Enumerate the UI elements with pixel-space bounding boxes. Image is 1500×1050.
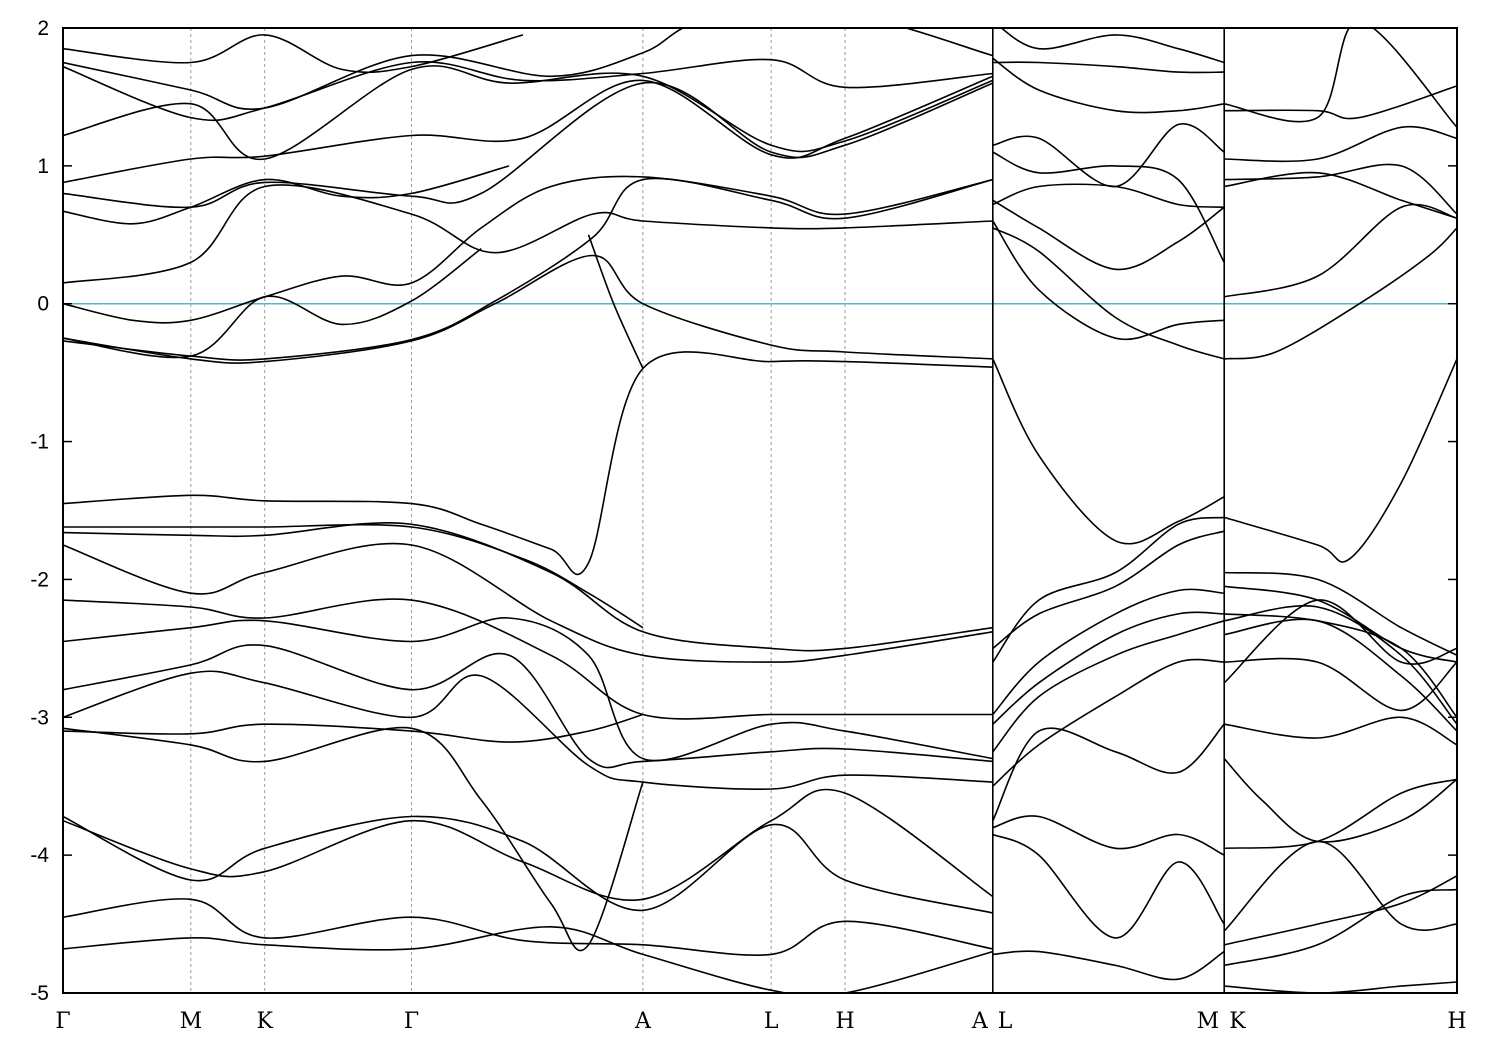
- band-line: [1224, 163, 1457, 215]
- band-line: [1000, 28, 1225, 64]
- kpoint-label: Γ: [404, 1009, 419, 1034]
- path-break-lines: [991, 28, 1226, 993]
- band-line: [992, 199, 1225, 271]
- band-line: [1224, 618, 1457, 732]
- band-line: [63, 247, 482, 359]
- band-line: [63, 81, 994, 209]
- band-line: [63, 75, 994, 184]
- y-tick-label: -2: [30, 568, 49, 591]
- band-line: [63, 34, 524, 74]
- band-line: [1224, 778, 1457, 850]
- band-line: [1223, 358, 1457, 563]
- band-line: [63, 726, 644, 952]
- band-line: [63, 58, 993, 122]
- y-tick-label: -3: [30, 706, 49, 729]
- band-line: [1224, 875, 1457, 946]
- band-line: [992, 620, 1225, 753]
- band-line: [992, 123, 1225, 188]
- band-line: [63, 523, 644, 629]
- plot-frame: [62, 27, 1458, 994]
- band-line: [992, 611, 1225, 725]
- kpoint-label: H: [835, 1009, 854, 1034]
- band-line: [1224, 203, 1457, 298]
- band-line: [1224, 888, 1457, 967]
- band-line: [63, 670, 993, 790]
- band-line: [1224, 981, 1457, 993]
- band-line: [63, 713, 644, 743]
- band-line: [63, 351, 993, 576]
- band-line: [63, 617, 993, 762]
- band-line: [992, 151, 1225, 263]
- band-line: [63, 165, 510, 225]
- band-line: [63, 788, 994, 902]
- band-line: [63, 65, 994, 160]
- band-line: [63, 522, 993, 652]
- band-line: [992, 61, 1225, 74]
- band-line: [1224, 585, 1457, 663]
- band-line: [1224, 657, 1457, 712]
- band-line: [992, 588, 1225, 716]
- y-tick-label: 1: [37, 155, 49, 178]
- kpoint-label: M: [180, 1009, 203, 1034]
- kpoint-grid-lines: [190, 28, 846, 993]
- band-line: [992, 358, 1225, 545]
- band-line: [992, 833, 1225, 939]
- y-tick-label: -5: [30, 982, 49, 1005]
- band-line: [1224, 571, 1457, 657]
- band-line: [1224, 85, 1457, 120]
- band-line: [1223, 840, 1457, 932]
- kpoint-label: K: [1229, 1009, 1246, 1034]
- band-line: [63, 598, 993, 720]
- band-line: [1223, 758, 1457, 843]
- kpoint-label: A: [971, 1009, 989, 1034]
- band-line: [992, 220, 1225, 341]
- band-line: [1224, 227, 1457, 360]
- band-line: [1223, 599, 1457, 684]
- y-tick-label: 0: [37, 293, 49, 316]
- y-axis-ticks: 2 1 0 -1 -2 -3 -4 -5: [30, 17, 1457, 1005]
- band-line: [63, 925, 994, 993]
- band-line: [1224, 605, 1457, 725]
- kpoint-label: K: [256, 1009, 273, 1034]
- band-line: [992, 530, 1225, 650]
- band-line: [992, 723, 1225, 822]
- kpoint-label: Γ: [55, 1009, 70, 1034]
- band-line: [1224, 716, 1457, 746]
- band-line: [63, 644, 993, 769]
- band-line: [992, 950, 1225, 981]
- band-line: [992, 57, 1225, 114]
- kpoint-label: L: [764, 1009, 779, 1034]
- y-tick-label: 2: [37, 17, 49, 40]
- band-line: [63, 184, 993, 284]
- band-lines: [63, 28, 1457, 993]
- band-line: [63, 542, 993, 663]
- band-line: [63, 898, 993, 956]
- band-line: [992, 227, 1225, 360]
- band-line: [1224, 28, 1457, 128]
- band-line: [992, 815, 1225, 856]
- band-line: [992, 183, 1225, 208]
- band-line: [992, 516, 1225, 663]
- y-tick-label: -1: [30, 431, 49, 454]
- band-line: [63, 177, 994, 361]
- band-line: [992, 658, 1225, 787]
- band-line: [587, 234, 644, 369]
- kpoint-label: L: [998, 1009, 1013, 1034]
- band-line: [63, 175, 993, 324]
- kpoint-label: M: [1197, 1009, 1220, 1034]
- band-line: [1224, 613, 1457, 718]
- y-tick-label: -4: [30, 844, 49, 867]
- kpoint-label: H: [1447, 1009, 1466, 1034]
- band-line: [63, 28, 994, 110]
- band-line: [63, 254, 993, 364]
- band-line: [1224, 125, 1457, 163]
- kpoint-label: A: [634, 1009, 652, 1034]
- band-line: [63, 815, 993, 914]
